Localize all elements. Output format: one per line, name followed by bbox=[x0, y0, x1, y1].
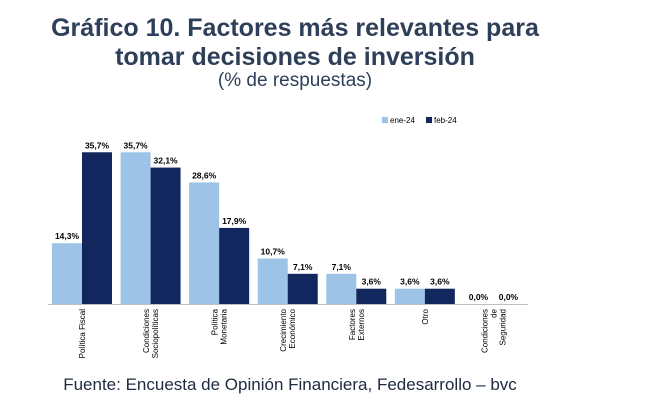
data-label-feb-24-6: 0,0% bbox=[499, 292, 519, 302]
chart-title: Gráfico 10. Factores más relevantes para… bbox=[0, 14, 590, 72]
category-label-5: Otro bbox=[421, 308, 430, 324]
bar-feb-24-2 bbox=[219, 227, 250, 304]
data-label-feb-24-5: 3,6% bbox=[430, 277, 450, 287]
bar-ene-24-0 bbox=[52, 243, 82, 304]
data-label-feb-24-0: 35,7% bbox=[85, 140, 110, 150]
chart-title-line-1: Gráfico 10. Factores más relevantes para bbox=[51, 14, 539, 42]
chart-title-line-2: tomar decisiones de inversión bbox=[115, 43, 475, 71]
data-label-ene-24-1: 35,7% bbox=[124, 140, 149, 150]
data-label-ene-24-0: 14,3% bbox=[55, 231, 80, 241]
legend-label-ene-24: ene-24 bbox=[390, 116, 415, 125]
data-label-ene-24-4: 7,1% bbox=[332, 262, 352, 272]
source-note: Fuente: Encuesta de Opinión Financiera, … bbox=[63, 375, 517, 394]
bar-feb-24-1 bbox=[150, 167, 181, 304]
legend-label-feb-24: feb-24 bbox=[434, 116, 457, 125]
category-label-3: CrecimientoEconómico bbox=[279, 308, 297, 351]
legend-swatch-ene-24 bbox=[382, 117, 388, 123]
category-label-2: PolíticaMonetaria bbox=[211, 308, 229, 344]
bar-feb-24-0 bbox=[82, 152, 112, 304]
data-label-feb-24-4: 3,6% bbox=[362, 277, 382, 287]
bar-ene-24-4 bbox=[326, 273, 357, 304]
bar-feb-24-3 bbox=[287, 273, 318, 304]
data-label-ene-24-3: 10,7% bbox=[261, 247, 286, 257]
bar-ene-24-2 bbox=[189, 182, 220, 304]
category-label-4: FactoresExternos bbox=[348, 309, 366, 341]
bar-ene-24-5 bbox=[394, 288, 425, 304]
data-label-feb-24-3: 7,1% bbox=[293, 262, 313, 272]
category-label-6: CondicionesdeSeguridad bbox=[480, 308, 507, 353]
chart-subtitle: (% de respuestas) bbox=[217, 70, 373, 91]
data-label-ene-24-5: 3,6% bbox=[400, 277, 420, 287]
category-label-1: CondicionesSociopolíticas bbox=[142, 309, 160, 358]
data-label-feb-24-1: 32,1% bbox=[154, 156, 179, 166]
bar-feb-24-4 bbox=[356, 288, 387, 304]
bar-ene-24-3 bbox=[257, 258, 288, 304]
legend-swatch-feb-24 bbox=[426, 117, 432, 123]
bar-feb-24-5 bbox=[424, 288, 455, 304]
data-label-feb-24-2: 17,9% bbox=[222, 216, 247, 226]
category-label-0: Política Fiscal bbox=[78, 309, 87, 359]
data-label-ene-24-6: 0,0% bbox=[469, 292, 489, 302]
data-label-ene-24-2: 28,6% bbox=[192, 170, 217, 180]
bar-ene-24-1 bbox=[120, 152, 151, 304]
